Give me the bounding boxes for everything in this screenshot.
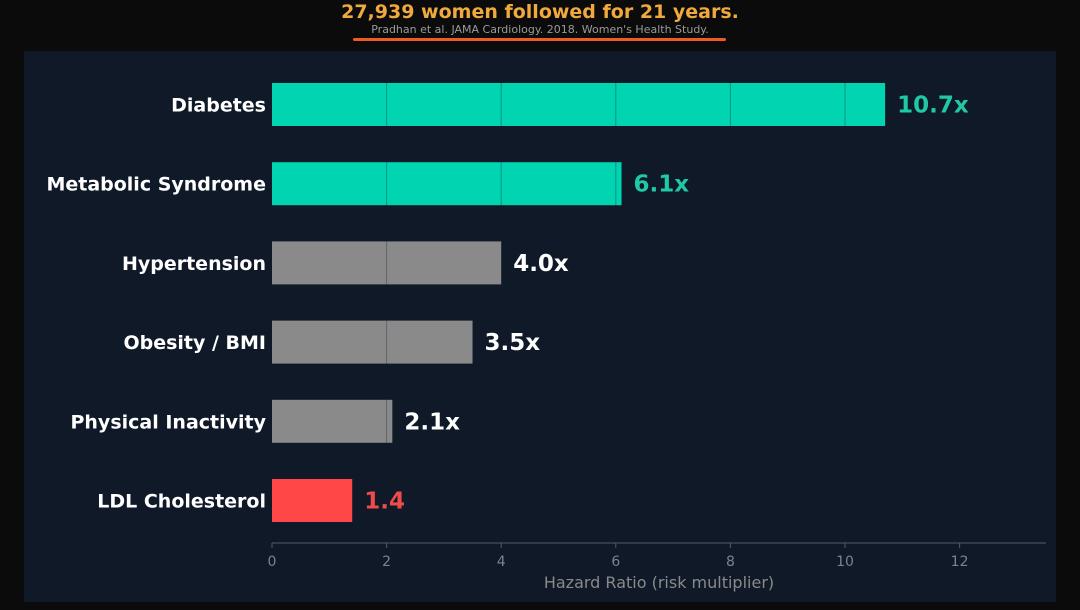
data-label-obesity-bmi: 3.5x bbox=[485, 330, 541, 356]
bar-obesity-bmi bbox=[272, 320, 473, 364]
x-tick-label: 12 bbox=[951, 554, 969, 570]
x-tick-label: 0 bbox=[268, 554, 277, 570]
labels-layer: Diabetes 10.7x Metabolic Syndrome 6.1x Hyper… bbox=[46, 93, 968, 515]
chart-panel bbox=[24, 51, 1056, 602]
x-tick-label: 6 bbox=[611, 554, 620, 570]
bar-ldl-cholesterol bbox=[272, 479, 353, 522]
grid-layer bbox=[386, 83, 846, 443]
bar-diabetes bbox=[272, 83, 886, 126]
data-label-hypertension: 4.0x bbox=[513, 251, 569, 277]
bar-hypertension bbox=[272, 241, 502, 285]
category-label-hypertension: Hypertension bbox=[122, 253, 266, 275]
x-tick-label: 8 bbox=[726, 554, 735, 570]
x-tick-label: 2 bbox=[382, 554, 391, 570]
bar-metabolic-syndrome bbox=[272, 162, 622, 206]
source-citation: Pradhan et al. JAMA Cardiology. 2018. Wo… bbox=[371, 23, 709, 36]
category-label-physical-inactivity: Physical Inactivity bbox=[70, 411, 266, 433]
data-label-diabetes: 10.7x bbox=[897, 93, 969, 119]
x-axis: 0 2 4 6 8 10 12 bbox=[268, 542, 1046, 570]
x-axis-label: Hazard Ratio (risk multiplier) bbox=[544, 573, 774, 592]
data-label-physical-inactivity: 2.1x bbox=[404, 409, 460, 435]
bars-layer bbox=[272, 83, 886, 522]
data-label-metabolic-syndrome: 6.1x bbox=[634, 172, 690, 198]
category-label-obesity-bmi: Obesity / BMI bbox=[123, 332, 266, 354]
chart-headline: 27,939 women followed for 21 years. bbox=[341, 1, 739, 23]
category-label-metabolic-syndrome: Metabolic Syndrome bbox=[46, 174, 266, 196]
x-tick-label: 4 bbox=[497, 554, 506, 570]
category-label-diabetes: Diabetes bbox=[171, 95, 266, 117]
category-label-ldl-cholesterol: LDL Cholesterol bbox=[97, 491, 266, 513]
x-tick-label: 10 bbox=[836, 554, 854, 570]
data-label-ldl-cholesterol: 1.4 bbox=[364, 489, 405, 515]
source-underline bbox=[353, 38, 726, 41]
bar-physical-inactivity bbox=[272, 399, 393, 443]
